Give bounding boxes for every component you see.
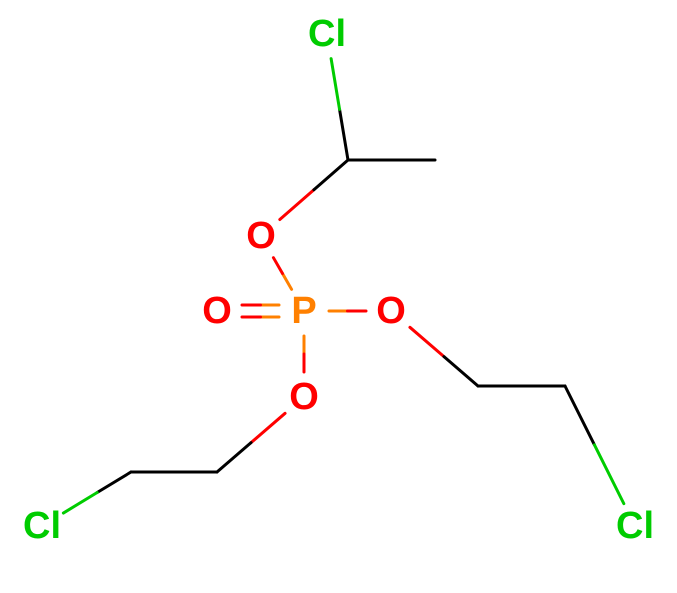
o-atom-label: O: [289, 376, 319, 418]
o-atom-label: O: [202, 290, 232, 332]
cl-atom-label: Cl: [23, 505, 61, 547]
o-atom-label: O: [246, 215, 276, 257]
cl-atom-label: Cl: [308, 13, 346, 55]
p-atom-label: P: [291, 290, 316, 332]
cl-atom-label: Cl: [616, 505, 654, 547]
molecule-canvas: POOOOClClCl: [0, 0, 677, 593]
o-atom-label: O: [376, 290, 406, 332]
